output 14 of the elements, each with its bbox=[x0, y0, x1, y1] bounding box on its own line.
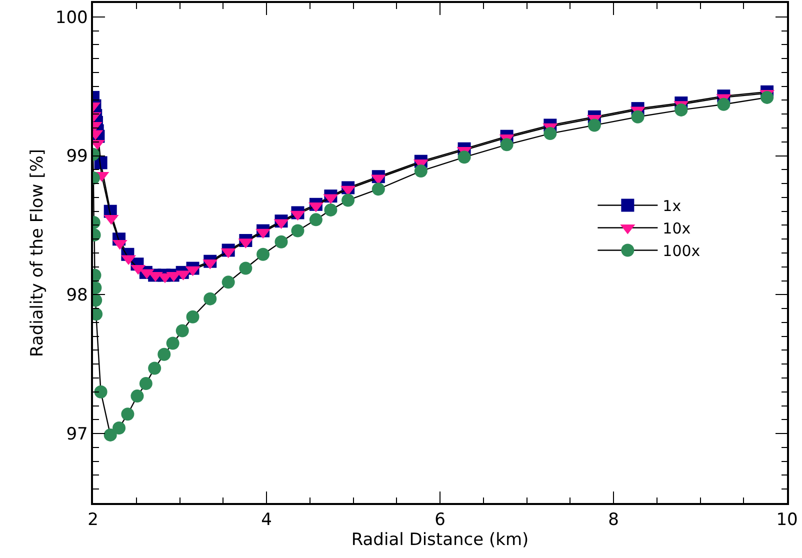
legend-label: 10x bbox=[662, 220, 691, 238]
x-axis-title: Radial Distance (km) bbox=[351, 530, 529, 550]
x-tick-label: 10 bbox=[776, 510, 798, 530]
legend-label: 1x bbox=[662, 197, 682, 216]
x-tick-label: 6 bbox=[434, 510, 446, 530]
y-axis-title: Radiality of the Flow [%] bbox=[27, 148, 48, 358]
y-tick-label: 98 bbox=[66, 286, 88, 306]
y-tick-label: 100 bbox=[55, 8, 88, 28]
x-tick-label: 2 bbox=[88, 510, 98, 530]
x-tick-label: 4 bbox=[261, 510, 272, 530]
y-tick-label: 99 bbox=[66, 146, 88, 167]
y-tick-label: 97 bbox=[66, 424, 88, 445]
x-tick-label: 8 bbox=[608, 510, 619, 530]
legend-label: 100x bbox=[662, 242, 700, 260]
